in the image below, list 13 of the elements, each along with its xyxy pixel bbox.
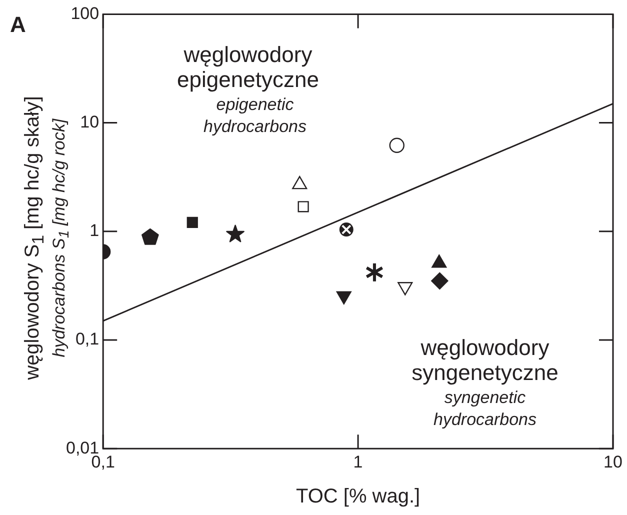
y-tick-label: 0,1: [75, 330, 100, 349]
annotation: syngenetic hydrocarbons: [433, 387, 537, 431]
annotation: epigenetic hydrocarbons: [203, 94, 307, 138]
y-tick-label: 1: [90, 221, 100, 240]
annotation: węglowodory syngenetyczne: [412, 335, 558, 385]
y-tick-label: 0,01: [66, 438, 100, 458]
y-tick-label: 100: [70, 4, 100, 23]
x-axis-title: TOC [% wag.]: [296, 486, 420, 508]
text: A: [10, 12, 26, 37]
x-tick-label: 1: [353, 452, 363, 472]
y-tick-label: 10: [80, 112, 100, 132]
annotation: węglowodory epigenetyczne: [177, 42, 319, 92]
x-tick-label: 10: [604, 452, 622, 472]
